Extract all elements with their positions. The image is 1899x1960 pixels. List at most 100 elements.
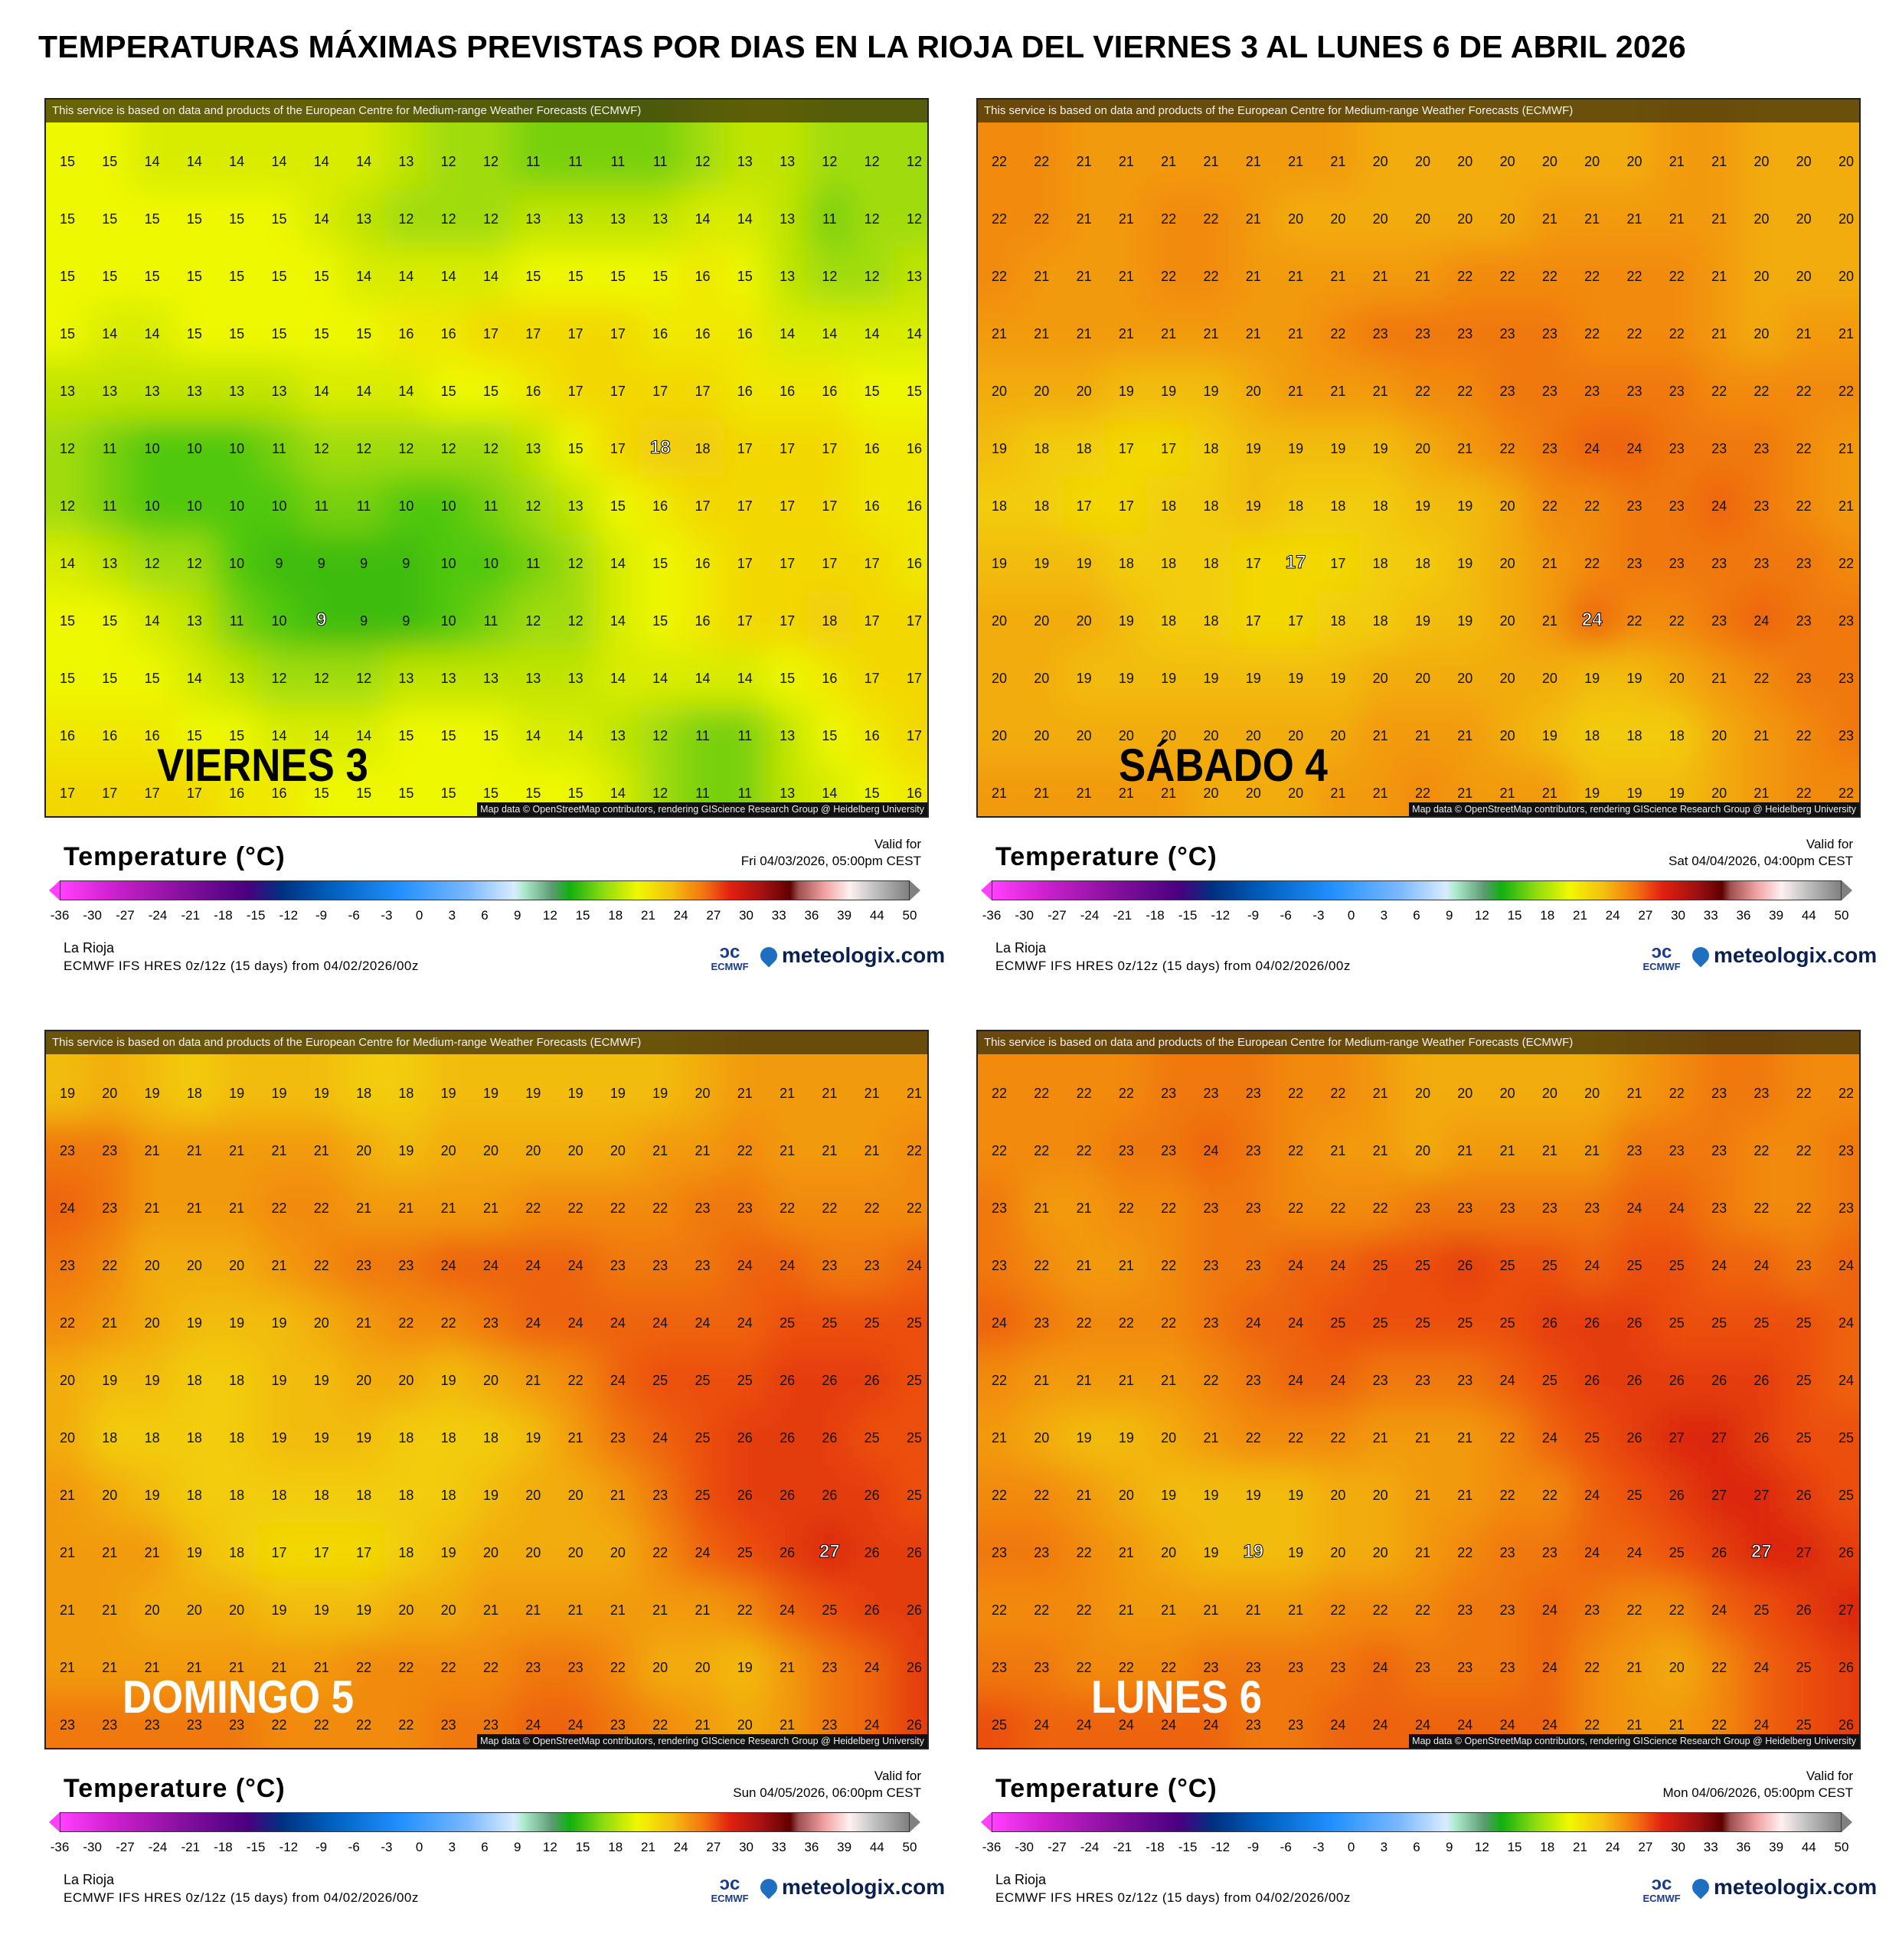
temperature-value: 26 [1626, 1373, 1642, 1388]
temperature-value: 22 [1077, 1660, 1092, 1675]
meteologix-logo[interactable]: meteologix.com [1688, 943, 1877, 968]
temperature-value: 18 [229, 1545, 244, 1560]
colorbar-tick-label: 9 [513, 1840, 521, 1854]
map-attribution[interactable]: Map data © OpenStreetMap contributors, r… [1409, 802, 1859, 816]
meteologix-logo[interactable]: meteologix.com [757, 943, 945, 968]
temperature-value: 25 [780, 1315, 795, 1331]
colorbar-tick-label: 9 [513, 908, 521, 923]
heat-cell [300, 1236, 344, 1295]
temperature-map[interactable]: 22 22 21 21 21 21 21 21 21 20 20 20 20 20 20 20 21 21 20 20… [976, 98, 1861, 818]
temperature-value: 11 [272, 441, 286, 456]
temperature-value: 20 [1034, 384, 1049, 399]
temperature-value: 22 [1711, 384, 1727, 399]
meteologix-logo[interactable]: meteologix.com [757, 1875, 945, 1900]
temperature-value: 18 [398, 1430, 413, 1446]
temperature-value: 10 [145, 441, 160, 456]
map-attribution[interactable]: Map data © OpenStreetMap contributors, r… [1409, 1734, 1859, 1748]
temperature-value: 24 [1330, 1258, 1345, 1273]
heat-cell [1698, 189, 1741, 248]
map-attribution[interactable]: Map data © OpenStreetMap contributors, r… [477, 1734, 927, 1748]
temperature-value: 14 [610, 613, 626, 629]
temperature-value: 15 [907, 384, 922, 399]
heat-cell [1316, 1695, 1361, 1748]
heat-cell [427, 304, 471, 363]
map-attribution[interactable]: Map data © OpenStreetMap contributors, r… [477, 802, 927, 816]
heat-cell [1655, 1408, 1699, 1467]
heat-cell [300, 476, 344, 535]
temperature-value: 15 [187, 326, 202, 341]
temperature-value: 19 [1203, 671, 1218, 686]
heat-cell [300, 304, 344, 363]
heat-cell [88, 1465, 132, 1524]
temperature-value: 23 [1161, 1143, 1176, 1158]
heat-cell [1571, 419, 1614, 478]
heat-cell [1655, 648, 1699, 707]
temperature-value: 22 [1584, 326, 1600, 341]
temperature-map[interactable]: 22 22 22 22 23 23 23 22 22 21 20 20 20 20 20 21 22 23 23 22… [976, 1030, 1861, 1749]
heat-cell [1740, 304, 1784, 363]
heat-cell [384, 247, 429, 305]
colorbar-max-arrow [1842, 1812, 1852, 1832]
temperature-value: 21 [1330, 786, 1345, 801]
temperature-value: 16 [695, 326, 710, 341]
heat-cell [851, 1121, 894, 1180]
temperature-value: 26 [907, 1717, 922, 1733]
temperature-value: 21 [145, 1143, 160, 1158]
colorbar-tick-label: 0 [1347, 908, 1355, 923]
temperature-value: 25 [1796, 1717, 1812, 1733]
temperature-value: 20 [1839, 211, 1854, 227]
legend: Temperature (°C) Valid for Mon 04/06/202… [976, 1765, 1877, 1956]
temperature-value: 22 [1203, 269, 1218, 284]
meteologix-drop-icon [1688, 943, 1713, 968]
temperature-value: 12 [441, 154, 456, 169]
heat-cell [257, 476, 302, 535]
heat-cell [597, 189, 640, 248]
heat-cell [681, 361, 725, 420]
colorbar-tick-label: 6 [1413, 908, 1420, 923]
temperature-map[interactable]: 19 20 19 18 19 19 19 18 18 19 19 19 19 19 19 20 21 21 21 21… [44, 1030, 929, 1749]
temperature-value: 13 [483, 671, 498, 686]
heat-cell [1571, 1121, 1614, 1180]
temperature-value: 17 [1246, 556, 1261, 571]
temperature-value: 13 [525, 441, 541, 456]
heat-cell [978, 648, 1021, 707]
heat-cell [724, 1523, 767, 1582]
temperature-value: 24 [1626, 1200, 1642, 1216]
legend-title: Temperature (°C) [64, 842, 286, 871]
heat-cell [469, 476, 513, 535]
heat-cell [88, 304, 132, 363]
temperature-value: 21 [1415, 728, 1430, 743]
heat-cell [1232, 1695, 1276, 1748]
heat-cell [597, 1121, 640, 1180]
heat-cell [1105, 1236, 1149, 1295]
heat-cell [1401, 1408, 1445, 1467]
heat-cell [1274, 189, 1318, 248]
meteologix-logo[interactable]: meteologix.com [1688, 1875, 1877, 1900]
temperature-value: 14 [229, 154, 244, 169]
heat-cell [766, 534, 809, 593]
temperature-value: 17 [568, 384, 583, 399]
heat-cell [384, 1580, 429, 1639]
heat-cell [766, 1523, 809, 1582]
heat-cell [808, 361, 852, 420]
heat-cell [215, 1580, 259, 1639]
heat-cell [978, 706, 1021, 765]
temperature-value: 19 [1161, 1488, 1176, 1503]
temperature-value: 26 [737, 1488, 753, 1503]
temperature-value: 12 [483, 211, 498, 227]
heat-cell [88, 189, 132, 248]
heat-cell [978, 247, 1021, 305]
heat-cell [1613, 247, 1657, 305]
temperature-value: 24 [525, 1315, 541, 1331]
temperature-value: 23 [60, 1143, 75, 1158]
temperature-map[interactable]: 15 15 14 14 14 14 14 14 13 12 12 11 11 11 11 12 13 13 12 12… [44, 98, 929, 818]
temperature-value: 15 [652, 269, 668, 284]
temperature-value: 21 [1077, 1488, 1092, 1503]
heat-cell [1825, 419, 1859, 478]
heat-cell [851, 1408, 894, 1467]
temperature-value: 15 [568, 269, 583, 284]
heat-cell [1613, 706, 1657, 765]
heat-cell [851, 706, 894, 765]
heat-cell [427, 189, 471, 248]
temperature-value: 20 [1077, 613, 1092, 629]
